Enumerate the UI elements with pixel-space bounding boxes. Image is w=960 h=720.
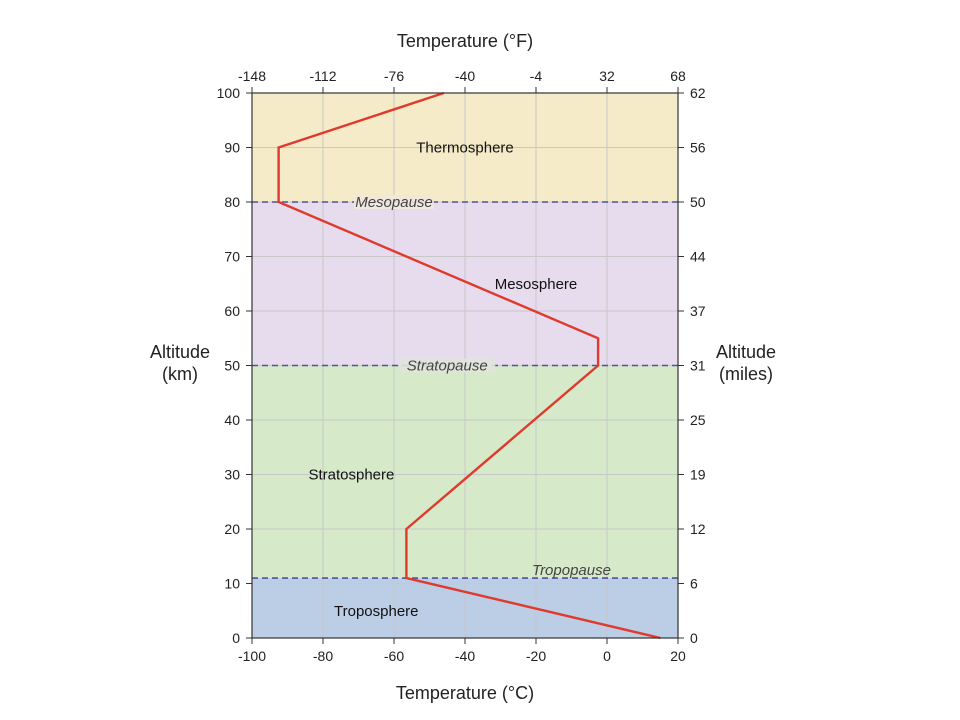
y-axis-title-miles-line1: Altitude	[716, 342, 776, 362]
axis-ticks: -100-148-80-112-60-76-40-40-20-403220680…	[217, 68, 706, 664]
y-tick-label-miles: 31	[690, 358, 706, 374]
y-tick-label-miles: 50	[690, 194, 706, 210]
y-axis-title-km-line2: (km)	[162, 364, 198, 384]
x-tick-label-fahrenheit: -4	[530, 68, 543, 84]
y-tick-label-km: 70	[224, 249, 240, 265]
x-tick-label-celsius: -20	[526, 648, 546, 664]
y-tick-label-km: 100	[217, 85, 241, 101]
y-tick-label-miles: 44	[690, 249, 706, 265]
boundary-label-mesopause: Mesopause	[355, 194, 433, 211]
x-tick-label-fahrenheit: 32	[599, 68, 615, 84]
y-tick-label-km: 40	[224, 412, 240, 428]
x-tick-label-celsius: 20	[670, 648, 686, 664]
x-tick-label-celsius: -100	[238, 648, 266, 664]
x-tick-label-fahrenheit: -76	[384, 68, 404, 84]
x-tick-label-celsius: -80	[313, 648, 333, 664]
x-axis-title-fahrenheit: Temperature (°F)	[397, 31, 533, 51]
x-tick-label-celsius: -40	[455, 648, 475, 664]
layer-label-stratosphere: Stratosphere	[308, 467, 394, 484]
y-tick-label-miles: 56	[690, 140, 706, 156]
y-tick-label-miles: 19	[690, 467, 706, 483]
y-tick-label-miles: 12	[690, 521, 706, 537]
x-tick-label-fahrenheit: 68	[670, 68, 686, 84]
y-tick-label-miles: 0	[690, 630, 698, 646]
y-tick-label-km: 80	[224, 194, 240, 210]
y-tick-label-miles: 37	[690, 303, 706, 319]
boundary-label-backdrop	[399, 358, 496, 373]
x-tick-label-fahrenheit: -40	[455, 68, 475, 84]
layer-label-thermosphere: Thermosphere	[416, 140, 514, 157]
x-axis-title-celsius: Temperature (°C)	[396, 683, 534, 703]
y-tick-label-miles: 62	[690, 85, 706, 101]
x-tick-label-celsius: 0	[603, 648, 611, 664]
y-axis-title-km-line1: Altitude	[150, 342, 210, 362]
temperature-profile	[277, 91, 661, 640]
y-tick-label-km: 0	[232, 630, 240, 646]
y-tick-label-km: 60	[224, 303, 240, 319]
y-tick-label-km: 10	[224, 576, 240, 592]
y-tick-label-miles: 25	[690, 412, 706, 428]
boundary-label-backdrop	[354, 195, 434, 209]
layer-label-mesosphere: Mesosphere	[495, 276, 578, 293]
boundary-label-stratopause: Stratopause	[407, 358, 488, 375]
boundary-label-tropopause: Tropopause	[532, 562, 611, 579]
y-tick-label-km: 30	[224, 467, 240, 483]
y-tick-label-miles: 6	[690, 576, 698, 592]
y-axis-title-miles-line2: (miles)	[719, 364, 773, 384]
boundary-lines	[252, 195, 678, 579]
layer-label-troposphere: Troposphere	[334, 603, 419, 620]
chart-labels: Tropopause Stratopause Mesopause Tropospher…	[150, 31, 776, 703]
temperature-profile-line	[277, 91, 661, 640]
y-tick-label-km: 20	[224, 521, 240, 537]
x-tick-label-fahrenheit: -112	[310, 68, 337, 84]
y-tick-label-km: 90	[224, 140, 240, 156]
x-tick-label-celsius: -60	[384, 648, 404, 664]
y-tick-label-km: 50	[224, 358, 240, 374]
x-tick-label-fahrenheit: -148	[238, 68, 266, 84]
